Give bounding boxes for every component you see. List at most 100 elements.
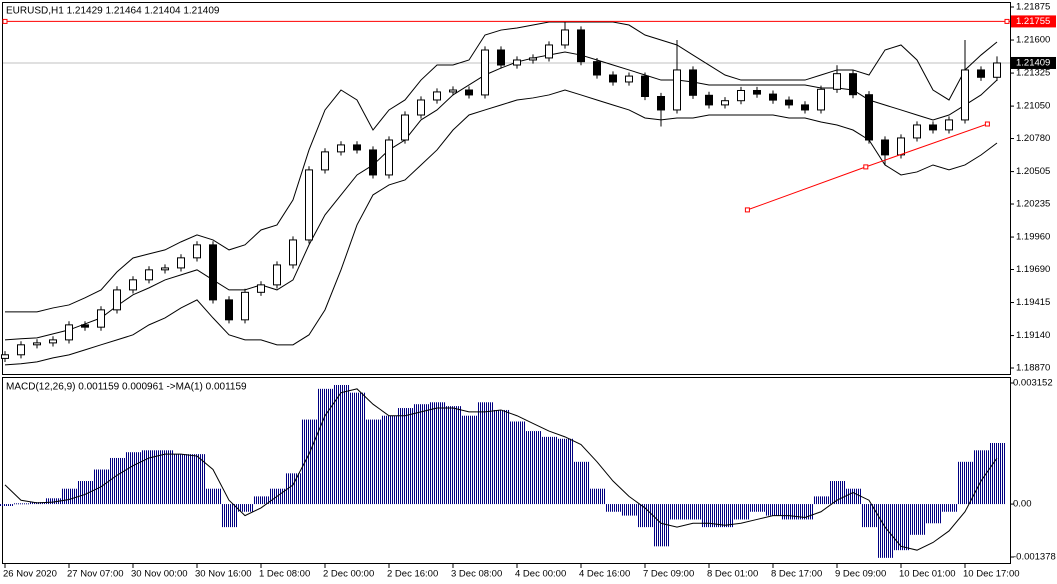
band-middle (4, 51, 998, 341)
line-anchor (744, 207, 750, 213)
x-tick-label: 30 Nov 16:00 (195, 569, 252, 580)
macd-bar (654, 504, 669, 547)
candle-body (257, 284, 265, 293)
x-tick-label: 8 Dec 01:00 (707, 569, 758, 580)
candle-body (945, 119, 953, 131)
macd-bar (174, 454, 189, 505)
macd-bar (638, 504, 653, 528)
macd-bar (190, 454, 205, 505)
macd-bar (542, 436, 557, 505)
macd-bar (718, 504, 733, 528)
candle-body (977, 69, 985, 78)
x-tick-label: 8 Dec 17:00 (771, 569, 822, 580)
macd-bar (62, 488, 77, 505)
candle-body (753, 89, 761, 95)
candle-body (561, 29, 569, 46)
candle-body (817, 88, 825, 111)
price-box-label: 1.21409 (1016, 57, 1050, 68)
macd-bar (318, 388, 333, 505)
x-tick-label: 10 Dec 01:00 (899, 569, 956, 580)
candle-body (673, 69, 681, 111)
band-upper (5, 21, 998, 313)
macd-bar (622, 504, 637, 516)
macd-bar (702, 504, 717, 528)
macd-bar (990, 442, 1005, 505)
price-panel (2, 2, 1011, 375)
candle-body (1, 354, 9, 359)
price-title: EURUSD,H1 1.21429 1.21464 1.21404 1.2140… (6, 6, 220, 17)
macd-bar (510, 421, 525, 505)
macd-bar (238, 504, 253, 512)
x-tick-label: 2 Dec 16:00 (387, 569, 438, 580)
price-box (1011, 56, 1056, 69)
y-tick-label: 1.19415 (1016, 297, 1050, 308)
macd-bar (526, 431, 541, 505)
line-anchor (863, 164, 869, 170)
macd-bar (46, 498, 61, 505)
macd-bar (366, 419, 381, 505)
macd-bar (750, 504, 765, 512)
macd-bar (734, 504, 749, 520)
macd-bar (398, 408, 413, 505)
candle-body (929, 124, 937, 131)
candle-body (337, 144, 345, 153)
x-tick-label: 9 Dec 09:00 (835, 569, 886, 580)
macd-panel (2, 377, 1011, 564)
candle-body (401, 114, 409, 141)
candle-body (289, 239, 297, 266)
candle-body (225, 299, 233, 321)
macd-bar (350, 392, 365, 505)
candle-body (129, 279, 137, 291)
macd-bar (958, 461, 973, 505)
candle-body (769, 93, 777, 101)
line-anchor (984, 121, 990, 127)
macd-bar (414, 404, 429, 505)
candle-body (625, 75, 633, 83)
macd-bar (430, 402, 445, 505)
price-box-label: 1.21755 (1016, 16, 1050, 27)
candle-body (385, 139, 393, 176)
candle-body (17, 344, 25, 356)
macd-bar (478, 402, 493, 505)
line-anchor (1004, 18, 1010, 24)
candle-body (33, 342, 41, 346)
macd-bar (302, 419, 317, 505)
candle-body (241, 291, 249, 321)
x-tick-label: 2 Dec 00:00 (323, 569, 374, 580)
y-tick-label: 1.19140 (1016, 330, 1050, 341)
candle-body (609, 74, 617, 83)
candle-body (161, 267, 169, 271)
candle-body (689, 69, 697, 96)
candle-body (209, 244, 217, 301)
macd-bar (574, 461, 589, 505)
candle-body (897, 137, 905, 156)
macd-bar (222, 504, 237, 528)
macd-bar (974, 450, 989, 505)
candle-body (449, 89, 457, 93)
y-tick-label: 1.19690 (1016, 264, 1050, 275)
signal-line (4, 388, 998, 551)
candle-body (705, 94, 713, 106)
candle-body (577, 29, 585, 63)
band-lower (4, 89, 998, 366)
candle-body (97, 309, 105, 328)
candle-body (497, 49, 505, 66)
macd-bar (830, 481, 845, 505)
macd-bar (142, 450, 157, 505)
macd-bar (382, 415, 397, 505)
macd-bar (910, 504, 925, 535)
candle-body (849, 73, 857, 96)
macd-bar (878, 504, 893, 558)
candle-body (961, 69, 969, 121)
candle-body (305, 169, 313, 241)
candle-body (49, 339, 57, 344)
macd-title: MACD(12,26,9) 0.001159 0.000961 ->MA(1) … (6, 382, 247, 393)
candle-body (113, 289, 121, 311)
price-box (1011, 15, 1056, 28)
candle-body (641, 75, 649, 97)
x-tick-label: 26 Nov 2020 (3, 569, 57, 580)
y-tick-label: 1.20505 (1016, 166, 1050, 177)
macd-bar (462, 415, 477, 505)
candle-body (481, 49, 489, 96)
